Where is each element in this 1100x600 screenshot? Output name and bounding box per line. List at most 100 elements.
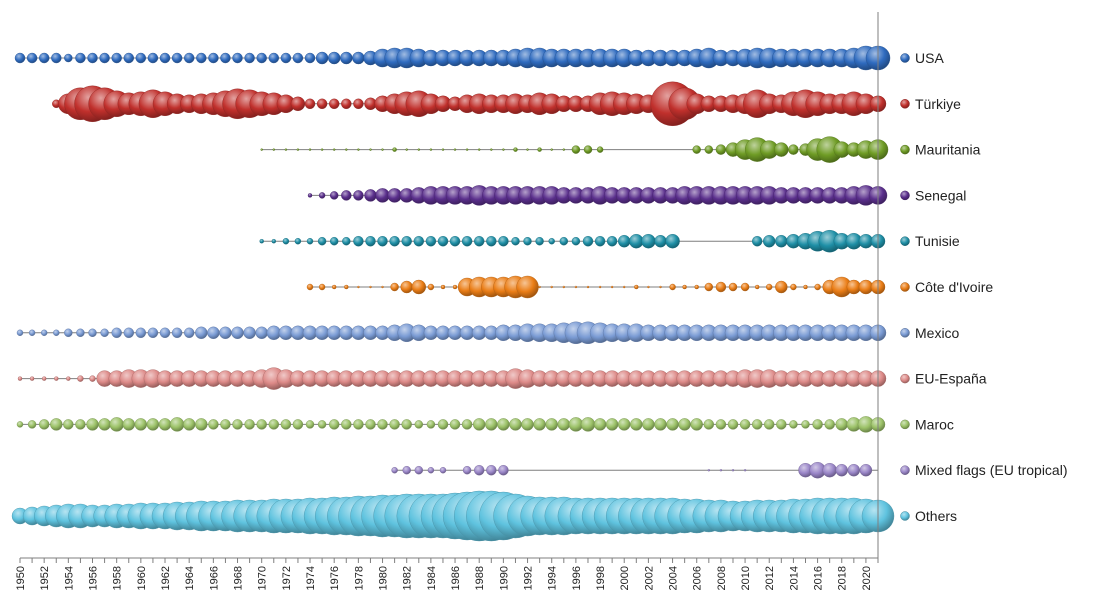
x-tick-label: 1950 xyxy=(15,566,27,590)
bubble-point xyxy=(304,52,316,64)
bubble-point xyxy=(50,418,63,431)
bubble-point xyxy=(441,148,445,151)
bubble-point xyxy=(728,282,738,292)
bubble-point xyxy=(452,284,458,290)
bubble-point xyxy=(846,279,861,295)
bubble-point xyxy=(111,52,122,64)
bubble-point xyxy=(196,52,207,64)
bubble-point xyxy=(790,283,797,291)
bubble-point xyxy=(598,285,602,289)
bubble-point xyxy=(550,285,553,289)
bubble-point xyxy=(405,148,408,151)
bubble-point xyxy=(290,96,306,112)
x-tick-label: 1990 xyxy=(498,566,510,590)
bubble-point xyxy=(571,145,581,154)
legend-marker xyxy=(900,190,910,201)
x-tick-label: 2010 xyxy=(740,566,752,590)
bubble-point xyxy=(89,375,96,382)
bubble-point xyxy=(490,148,493,151)
bubble-point xyxy=(28,329,36,336)
bubble-point xyxy=(207,326,220,339)
bubble-point xyxy=(755,284,760,290)
bubble-point xyxy=(268,52,279,64)
bubble-point xyxy=(183,327,195,338)
bubble-point xyxy=(462,466,472,475)
bubble-point xyxy=(703,419,714,430)
bubble-point xyxy=(341,98,352,110)
bubble-point xyxy=(427,467,435,474)
bubble-point xyxy=(704,145,713,154)
bubble-point xyxy=(375,188,390,203)
legend-marker xyxy=(900,419,910,430)
bubble-point xyxy=(707,469,710,472)
bubble-point xyxy=(99,52,110,64)
bubble-point xyxy=(401,235,412,247)
bubble-point xyxy=(678,418,691,431)
legend-marker xyxy=(900,236,910,246)
bubble-point xyxy=(812,419,823,430)
bubble-point xyxy=(272,148,275,151)
legend-marker xyxy=(900,328,910,338)
bubble-point xyxy=(766,283,773,291)
bubble-point xyxy=(789,420,798,429)
bubble-point xyxy=(629,233,644,249)
bubble-point xyxy=(75,419,86,430)
bubble-point xyxy=(461,419,473,430)
bubble-point xyxy=(357,148,360,151)
bubble-point xyxy=(752,235,763,247)
bubble-point xyxy=(39,419,50,430)
bubble-point xyxy=(449,419,461,430)
bubble-point xyxy=(647,285,650,289)
bubble-point xyxy=(381,148,384,151)
bubble-point xyxy=(423,325,439,340)
bubble-point xyxy=(586,285,590,289)
bubble-point xyxy=(618,418,631,431)
bubble-point xyxy=(413,235,424,247)
bubble-point xyxy=(17,376,23,381)
bubble-point xyxy=(719,469,723,472)
bubble-point xyxy=(271,238,276,244)
bubble-point xyxy=(764,419,775,430)
bubble-point xyxy=(497,418,510,431)
bubble-point xyxy=(642,418,655,431)
bubble-point xyxy=(266,325,281,340)
bubble-point xyxy=(538,285,541,289)
bubble-point xyxy=(208,419,219,430)
bubble-point xyxy=(440,284,446,290)
bubble-point xyxy=(39,52,50,64)
bubble-point xyxy=(731,469,735,472)
bubble-point xyxy=(425,235,437,247)
bubble-point xyxy=(776,419,787,430)
bubble-point xyxy=(824,419,835,430)
x-tick-label: 2002 xyxy=(643,566,655,590)
bubble-point xyxy=(557,418,570,431)
bubble-point xyxy=(381,285,384,289)
bubble-point xyxy=(302,325,318,340)
x-tick-label: 2018 xyxy=(837,566,849,590)
bubble-point xyxy=(220,52,231,64)
bubble-point xyxy=(526,148,529,151)
bubble-point xyxy=(666,418,679,431)
bubble-point xyxy=(169,417,185,432)
bubble-point xyxy=(134,418,148,431)
bubble-point xyxy=(100,328,109,337)
bubble-point xyxy=(478,148,481,151)
bubble-point xyxy=(427,283,435,291)
bubble-point xyxy=(486,235,497,247)
bubble-point xyxy=(654,234,667,248)
legend-marker xyxy=(900,511,910,521)
bubble-point xyxy=(195,326,208,339)
bubble-point xyxy=(715,419,727,430)
bubble-point xyxy=(29,376,35,381)
bubble-point xyxy=(316,98,328,110)
bubble-point xyxy=(473,418,486,431)
bubble-point xyxy=(859,464,873,477)
bubble-point xyxy=(654,418,667,431)
bubble-point xyxy=(122,418,136,431)
bubble-point xyxy=(814,283,821,291)
x-tick-label: 1952 xyxy=(39,566,51,590)
bubble-point xyxy=(219,326,232,339)
bubble-point xyxy=(715,281,727,293)
bubble-point xyxy=(822,463,837,478)
